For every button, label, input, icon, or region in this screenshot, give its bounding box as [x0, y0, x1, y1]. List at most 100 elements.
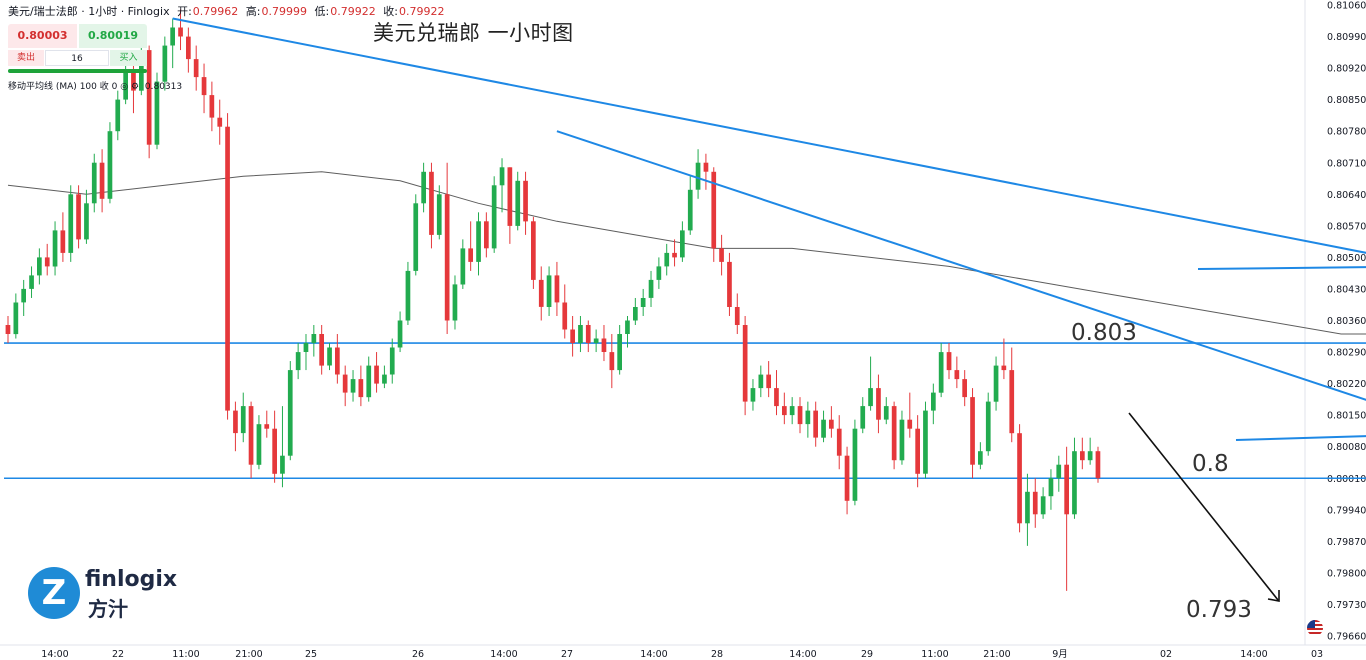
price-tick-label: 0.81060 — [1327, 1, 1366, 12]
close-label: 收: — [383, 5, 398, 18]
candle-body — [146, 50, 152, 145]
candle-body — [829, 419, 834, 429]
candle-body — [766, 374, 771, 389]
candle-body — [452, 284, 458, 321]
candle-body — [5, 325, 11, 334]
candle-body — [923, 410, 928, 474]
candle-body — [531, 221, 536, 280]
ma-value: 0.80313 — [144, 82, 183, 92]
candle-body — [578, 325, 583, 343]
candle-body — [382, 374, 387, 384]
candle-body — [295, 352, 301, 371]
buy-button[interactable]: 买入 — [110, 50, 147, 66]
price-tick-label: 0.79730 — [1327, 600, 1366, 611]
candle-body — [797, 406, 803, 425]
candle-body — [931, 392, 936, 411]
time-tick-label: 25 — [305, 649, 317, 660]
ask-price[interactable]: 0.80019 — [79, 24, 147, 48]
candle-body — [209, 95, 215, 118]
candle-body — [491, 185, 497, 249]
time-tick-label: 14:00 — [789, 649, 816, 660]
eye-icon[interactable]: ◎ — [120, 82, 129, 92]
candle-body — [899, 419, 905, 461]
candle-body — [186, 36, 191, 60]
price-tick-label: 0.80850 — [1327, 95, 1366, 106]
candle-body — [201, 77, 207, 96]
candle-body — [554, 275, 560, 303]
candle-body — [421, 171, 426, 204]
candle-body — [115, 99, 121, 132]
candle-body — [609, 352, 615, 371]
symbol-name[interactable]: 美元/瑞士法郎 · 1小时 · Finlogix — [8, 5, 170, 18]
time-tick-label: 21:00 — [235, 649, 262, 660]
finlogix-logo: Z finlogix 方汁 — [28, 567, 188, 623]
high-value: 0.79999 — [261, 5, 308, 18]
candle-body — [1080, 451, 1085, 461]
candle-body — [21, 288, 26, 303]
price-tick-label: 0.79660 — [1327, 632, 1366, 643]
candle-body — [272, 428, 277, 474]
candle-body — [734, 307, 740, 325]
candle-body — [1032, 491, 1038, 515]
candle-body — [860, 406, 866, 429]
time-tick-label: 14:00 — [41, 649, 68, 660]
candle-body — [29, 275, 34, 289]
level-label-0803: 0.803 — [1071, 320, 1137, 346]
settings-icon[interactable]: ⚙ — [130, 82, 140, 92]
trendline — [172, 17, 1366, 254]
time-tick-label: 28 — [711, 649, 723, 660]
candle-body — [868, 388, 873, 407]
bid-price[interactable]: 0.80003 — [8, 24, 77, 48]
price-tick-label: 0.80640 — [1327, 190, 1366, 201]
chart-title: 美元兑瑞郎 一小时图 — [373, 21, 574, 45]
candle-body — [107, 131, 113, 199]
candle-body — [954, 370, 960, 380]
candle-body — [280, 455, 285, 474]
price-tick-label: 0.80570 — [1327, 221, 1366, 232]
sell-button[interactable]: 卖出 — [8, 50, 44, 66]
candle-body — [946, 352, 952, 371]
candle-body — [805, 410, 811, 425]
candle-body — [476, 221, 481, 262]
candle-body — [852, 428, 858, 501]
price-tick-label: 0.79800 — [1327, 568, 1366, 579]
time-tick-label: 02 — [1160, 649, 1172, 660]
candle-body — [538, 279, 544, 307]
level-label-08: 0.8 — [1192, 451, 1229, 477]
candle-body — [389, 347, 395, 375]
candle-body — [84, 203, 89, 240]
candle-body — [664, 252, 670, 267]
candle-body — [883, 406, 889, 420]
candle-body — [523, 180, 528, 222]
candle-body — [460, 248, 466, 285]
candle-body — [1048, 478, 1054, 497]
candle-body — [985, 401, 991, 452]
candle-body — [350, 379, 356, 393]
price-tick-label: 0.79940 — [1327, 505, 1366, 516]
spread-bar — [8, 69, 147, 73]
quantity-input[interactable]: 16 — [45, 50, 109, 66]
candle-body — [170, 27, 175, 46]
candle-body — [970, 397, 975, 465]
candle-body — [154, 81, 160, 145]
candle-body — [750, 388, 756, 402]
price-tick-label: 0.80920 — [1327, 64, 1366, 75]
candle-body — [225, 126, 230, 411]
candle-body — [248, 406, 254, 465]
price-tick-label: 0.80290 — [1327, 348, 1366, 359]
ma-legend[interactable]: 移动平均线 (MA) 100 收 0 ◎ ⚙ 0.80313 — [8, 79, 182, 92]
logo-wordmark-cn: 方汁 — [88, 597, 128, 621]
candle-body — [99, 162, 105, 199]
candle-body — [335, 347, 340, 375]
candle-body — [484, 221, 489, 249]
candle-body — [342, 374, 348, 393]
candle-body — [413, 203, 419, 271]
candle-body — [774, 388, 779, 407]
candle-body — [656, 266, 662, 280]
candle-body — [1001, 365, 1007, 371]
candle-body — [876, 388, 881, 420]
candle-body — [256, 424, 262, 465]
time-tick-label: 29 — [861, 649, 873, 660]
low-value: 0.79922 — [330, 5, 376, 18]
